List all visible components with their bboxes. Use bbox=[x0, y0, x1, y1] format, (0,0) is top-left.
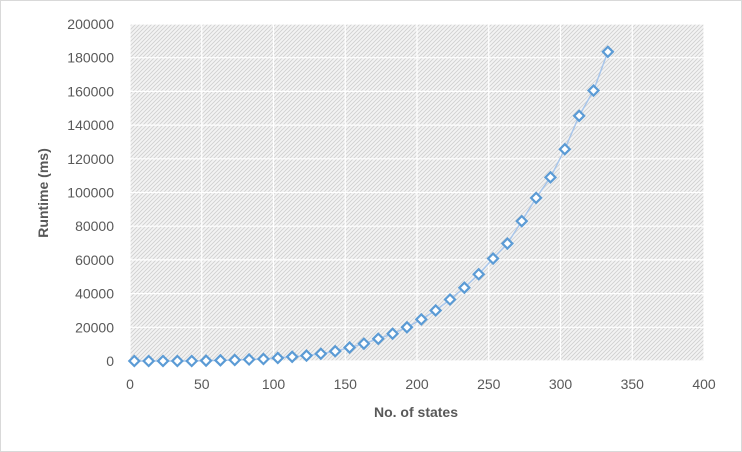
data-point bbox=[199, 354, 213, 368]
data-point bbox=[371, 332, 385, 346]
data-point bbox=[285, 350, 299, 364]
y-tick-label: 80000 bbox=[75, 218, 114, 234]
x-tick-label: 200 bbox=[405, 376, 429, 392]
data-point bbox=[386, 327, 400, 341]
data-point bbox=[256, 352, 271, 366]
x-tick-label: 250 bbox=[477, 376, 501, 392]
data-point bbox=[357, 337, 371, 351]
x-tick-label: 350 bbox=[621, 376, 645, 392]
data-point bbox=[228, 353, 242, 367]
x-tick-label: 150 bbox=[334, 376, 358, 392]
y-tick-label: 60000 bbox=[75, 252, 114, 268]
data-point bbox=[242, 352, 256, 367]
data-point bbox=[328, 344, 342, 358]
x-tick-label: 0 bbox=[126, 376, 134, 392]
data-point bbox=[170, 354, 184, 368]
data-point bbox=[414, 312, 428, 326]
x-tick-label: 50 bbox=[194, 376, 210, 392]
data-point bbox=[299, 349, 314, 363]
y-tick-label: 160000 bbox=[67, 83, 114, 99]
data-point bbox=[486, 251, 500, 266]
data-point bbox=[271, 351, 285, 365]
data-point bbox=[400, 320, 414, 334]
data-point bbox=[429, 303, 443, 318]
data-point bbox=[529, 191, 543, 205]
data-point bbox=[185, 354, 199, 368]
x-tick-label: 300 bbox=[549, 376, 573, 392]
data-point bbox=[213, 353, 227, 367]
data-point bbox=[342, 340, 357, 355]
data-point bbox=[543, 170, 558, 184]
data-point bbox=[314, 347, 328, 361]
y-tick-label: 120000 bbox=[67, 151, 114, 167]
y-tick-label: 140000 bbox=[67, 117, 114, 133]
y-tick-label: 180000 bbox=[67, 50, 114, 66]
y-axis-title: Runtime (ms) bbox=[35, 148, 51, 237]
data-point bbox=[443, 292, 457, 307]
data-point bbox=[515, 214, 529, 228]
y-tick-label: 40000 bbox=[75, 286, 114, 302]
data-point bbox=[558, 142, 572, 156]
y-tick-label: 20000 bbox=[75, 319, 114, 335]
data-point bbox=[156, 354, 170, 368]
data-point bbox=[572, 109, 586, 123]
x-axis-tick-labels: 0 50 100 150 200 250 300 350 400 bbox=[126, 376, 716, 392]
data-point bbox=[142, 354, 156, 368]
series-line bbox=[134, 51, 609, 362]
gridlines bbox=[129, 23, 705, 362]
y-tick-label: 100000 bbox=[67, 185, 114, 201]
x-tick-label: 400 bbox=[692, 376, 716, 392]
y-tick-label: 0 bbox=[106, 353, 114, 369]
y-tick-label: 200000 bbox=[67, 16, 114, 32]
data-point bbox=[127, 354, 141, 368]
data-point bbox=[472, 267, 486, 281]
data-point bbox=[601, 45, 615, 59]
data-point bbox=[457, 281, 471, 295]
data-point bbox=[586, 84, 601, 98]
x-axis-title: No. of states bbox=[374, 404, 458, 420]
data-point bbox=[500, 236, 514, 251]
series-markers bbox=[127, 45, 615, 368]
y-axis-tick-labels: 0 20000 40000 60000 80000 100000 120000 140000 1… bbox=[67, 16, 114, 369]
x-tick-label: 100 bbox=[262, 376, 286, 392]
